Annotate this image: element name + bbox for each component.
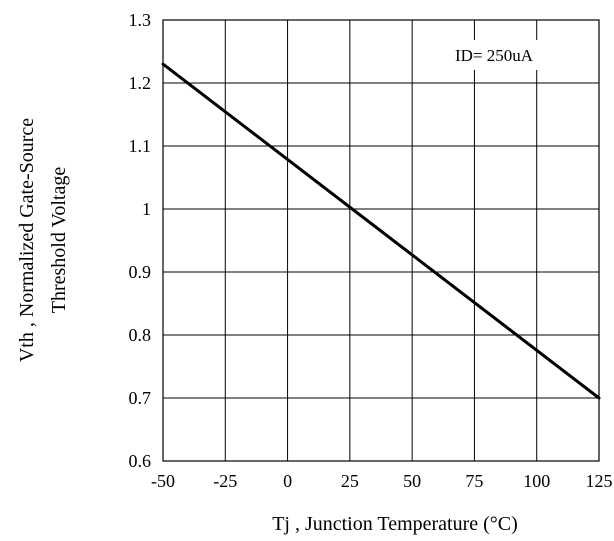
plot-frame [162,19,600,462]
y-tick-label: 0.7 [129,388,152,408]
y-axis-label-2: Threshold Voltage [48,167,70,314]
y-tick-label: 1.2 [129,73,152,93]
series-line [161,62,601,400]
x-tick-label: 100 [523,471,550,491]
x-tick-label: 0 [283,471,292,491]
y-tick-label: 1.1 [129,136,152,156]
series-group [161,62,601,400]
y-tick-label: 0.6 [129,451,152,471]
y-tick-label: 0.8 [129,325,152,345]
y-tick-label: 1 [142,199,151,219]
y-tick-labels: 1.3 1.2 1.1 1 0.9 0.8 0.7 0.6 [129,10,152,471]
y-axis-label-line1: Vth , Normalized Gate-Source [16,118,38,362]
x-tick-label: -25 [213,471,237,491]
annotation-box [426,40,562,70]
annotation-label: ID= 250uA [455,46,534,65]
y-tick-label: 1.3 [129,10,152,30]
y-tick-label: 0.9 [129,262,152,282]
grid [162,19,600,462]
x-tick-label: 50 [403,471,421,491]
y-axis-label: Vth , Normalized Gate-Source [16,118,38,362]
y-axis-label-line2: Threshold Voltage [48,167,70,314]
x-axis-label: Tj , Junction Temperature (°C) [272,513,518,535]
x-tick-label: 75 [465,471,483,491]
x-tick-label: 25 [341,471,359,491]
x-tick-labels: -50 -25 0 25 50 75 100 125 [151,471,613,491]
x-tick-label: -50 [151,471,175,491]
x-tick-label: 125 [586,471,613,491]
